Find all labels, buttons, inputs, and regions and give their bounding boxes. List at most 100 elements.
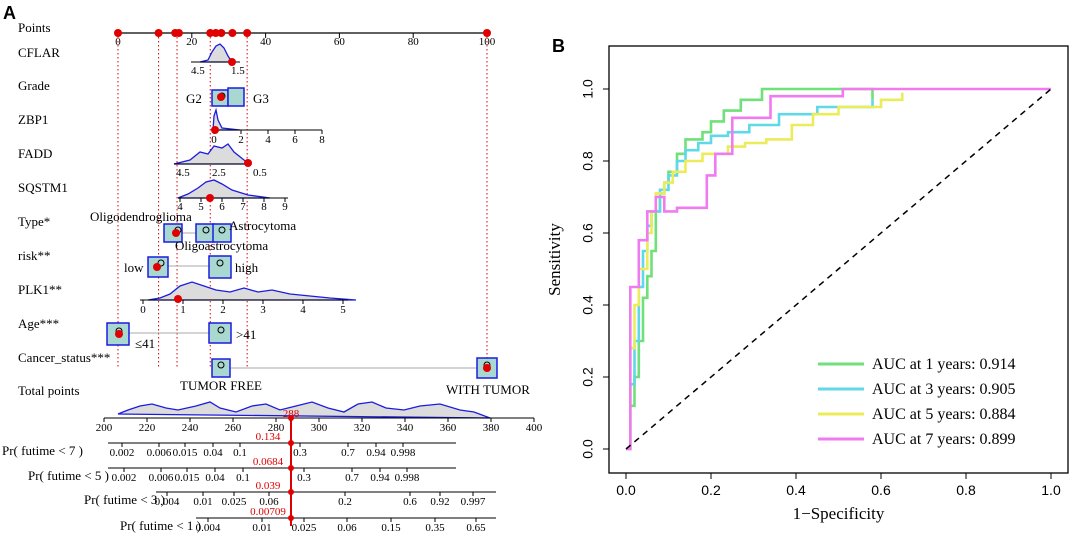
probability-tick-label: 0.006 (147, 447, 172, 459)
total-points-tick-label: 240 (182, 422, 199, 434)
probability-tick-label: 0.92 (430, 496, 449, 508)
cancer-tick-with-tumor: WITH TUMOR (446, 382, 530, 397)
fadd-marker (244, 159, 252, 167)
probability-tick-label: 0.04 (203, 447, 223, 459)
points-axis-label: Points (18, 20, 51, 35)
total-points-marker (288, 415, 294, 421)
legend-label-1: AUC at 3 years: 0.905 (872, 381, 1016, 398)
x-tick-label: 0.2 (701, 482, 721, 498)
sqstm1-marker (206, 194, 214, 202)
age-tick-gt41: >41 (236, 327, 256, 342)
plk1-tick-label: 1 (180, 304, 186, 316)
total-points-tick-label: 280 (268, 422, 285, 434)
probability-tick-label: 0.025 (222, 496, 247, 508)
points-marker (217, 29, 226, 37)
plk1-tick-label: 5 (340, 304, 346, 316)
total-points-tick-label: 360 (440, 422, 457, 434)
variable-label-1: Grade (18, 78, 50, 93)
probability-tick-label: 0.004 (196, 522, 221, 534)
age-tick-le41: ≤41 (135, 336, 155, 351)
y-tick-label: 0.0 (580, 439, 596, 459)
probability-tick-label: 0.06 (259, 496, 279, 508)
variable-label-3: FADD (18, 146, 52, 161)
risk-marker (153, 263, 161, 271)
nomogram-panel: A Points020406080100CFLARGradeZBP1FADDSQ… (2, 3, 543, 534)
total-points-tick-label: 200 (96, 422, 113, 434)
probability-marker (288, 465, 294, 471)
type-marker (172, 229, 180, 237)
x-tick-label: 0.4 (786, 482, 806, 498)
probability-tick-label: 0.35 (425, 522, 445, 534)
sqstm1-tick-label: 7 (240, 201, 246, 213)
probability-tick-label: 0.04 (205, 472, 225, 484)
y-tick-label: 0.6 (580, 223, 596, 243)
probability-tick-label: 0.025 (292, 522, 317, 534)
zbp1-tick-label: 0 (211, 134, 217, 146)
points-tick-label: 80 (408, 36, 420, 48)
variable-label-6: risk** (18, 248, 51, 263)
risk-tick-low: low (124, 260, 144, 275)
total-points-value: 288 (283, 408, 300, 420)
probability-tick-label: 0.1 (233, 447, 247, 459)
probability-tick-label: 0.01 (252, 522, 271, 534)
points-marker (483, 29, 491, 37)
roc-curve-1 (626, 99, 874, 451)
probability-tick-label: 0.998 (391, 447, 416, 459)
probability-tick-label: 0.002 (110, 447, 135, 459)
y-tick-label: 0.4 (580, 295, 596, 315)
cflar-tick-1: 1.5 (231, 65, 245, 77)
points-marker (154, 29, 163, 37)
sqstm1-tick-label: 5 (198, 201, 204, 213)
y-tick-label: 1.0 (580, 79, 596, 99)
probability-marker (288, 515, 294, 521)
probability-tick-label: 0.3 (297, 472, 311, 484)
points-marker (114, 29, 122, 37)
roc-panel: B 0.0 0.2 0.4 0.6 0.8 1.0 0.0 0.2 0.4 0.6 0.8 1.0 1−… (545, 36, 1069, 523)
cancer-tick-tumor-free: TUMOR FREE (180, 378, 262, 393)
fadd-density (173, 143, 253, 165)
grade-tick-g3: G3 (253, 91, 269, 106)
plk1-tick-label: 3 (260, 304, 266, 316)
variable-label-2: ZBP1 (18, 112, 48, 127)
probability-value-1: 0.0684 (253, 456, 284, 468)
legend-label-3: AUC at 7 years: 0.899 (872, 431, 1016, 448)
probability-tick-label: 0.015 (175, 472, 200, 484)
probability-tick-label: 0.94 (366, 447, 386, 459)
plk1-density (147, 281, 357, 301)
x-tick-label: 0.6 (871, 482, 891, 498)
probability-axis-label-3: Pr( futime < 1 ) (120, 518, 201, 533)
probability-tick-label: 0.7 (345, 472, 359, 484)
points-marker (206, 29, 215, 37)
grade-marker (217, 93, 225, 101)
variable-label-4: SQSTM1 (18, 180, 68, 195)
legend-label-2: AUC at 5 years: 0.884 (872, 406, 1016, 423)
sqstm1-tick-label: 9 (282, 201, 288, 213)
x-tick-label: 0.0 (616, 482, 636, 498)
x-axis-label: 1−Specificity (793, 504, 885, 523)
y-tick-label: 0.8 (580, 151, 596, 171)
probability-value-3: 0.00709 (250, 506, 286, 518)
probability-tick-label: 0.1 (236, 472, 250, 484)
probability-tick-label: 0.06 (337, 522, 357, 534)
probability-tick-label: 0.998 (395, 472, 420, 484)
sqstm1-tick-label: 8 (261, 201, 267, 213)
plk1-marker (174, 295, 182, 303)
probability-tick-label: 0.94 (370, 472, 390, 484)
type-tick-astrocytoma: Astrocytoma (229, 218, 296, 233)
risk-circle (216, 259, 224, 267)
probability-tick-label: 0.006 (149, 472, 174, 484)
sqstm1-tick-label: 4 (177, 201, 183, 213)
zbp1-tick-label: 4 (265, 134, 271, 146)
variable-label-0: CFLAR (18, 45, 60, 60)
cflar-tick-0: 4.5 (191, 65, 205, 77)
grade-box-g3 (227, 87, 245, 107)
total-points-tick-label: 220 (139, 422, 156, 434)
variable-label-8: Age*** (18, 316, 59, 331)
cflar-density (199, 43, 234, 63)
probability-tick-label: 0.01 (193, 496, 212, 508)
probability-tick-label: 0.997 (461, 496, 486, 508)
reference-diagonal-line (625, 88, 1052, 450)
total-points-tick-label: 340 (397, 422, 414, 434)
probability-marker (288, 440, 294, 446)
